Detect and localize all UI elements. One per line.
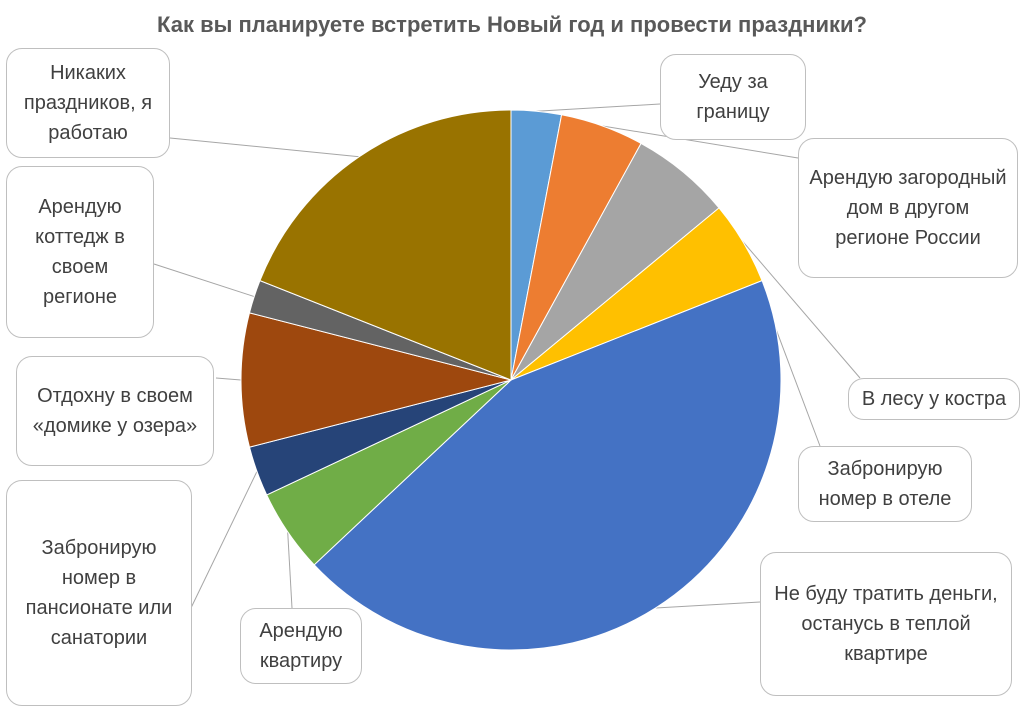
leader-line-6 bbox=[287, 531, 293, 609]
leader-line-5 bbox=[655, 601, 761, 609]
pie-slice-10 bbox=[259, 109, 512, 381]
slice-label-1: Уеду за границу bbox=[660, 54, 806, 140]
slice-label-3: В лесу у костра bbox=[848, 378, 1020, 420]
leader-line-9 bbox=[153, 263, 255, 298]
chart-title: Как вы планируете встретить Новый год и … bbox=[157, 12, 867, 37]
pie-slices bbox=[240, 109, 782, 651]
pie-slice-5 bbox=[313, 279, 782, 651]
slice-label-8: Отдохну в своем «домике у озера» bbox=[16, 356, 214, 466]
leader-line-10 bbox=[169, 137, 360, 158]
slice-label-10: Никаких праздников, я работаю bbox=[6, 48, 170, 158]
leader-line-8 bbox=[215, 377, 242, 381]
slice-label-6: Арендую квартиру bbox=[240, 608, 362, 684]
pie-slice-8 bbox=[240, 312, 512, 448]
leader-line-7 bbox=[189, 471, 258, 611]
leader-line-2 bbox=[602, 125, 799, 159]
slice-label-4: Забронирую номер в отеле bbox=[798, 446, 972, 522]
slice-label-2: Арендую загородный дом в другом регионе … bbox=[798, 138, 1018, 278]
slice-label-9: Арендую коттедж в своем регионе bbox=[6, 166, 154, 338]
slice-label-5: Не буду тратить деньги, останусь в тепло… bbox=[760, 552, 1012, 696]
leader-line-1 bbox=[536, 103, 661, 112]
slice-label-7: Забронирую номер в пансионате или санато… bbox=[6, 480, 192, 706]
